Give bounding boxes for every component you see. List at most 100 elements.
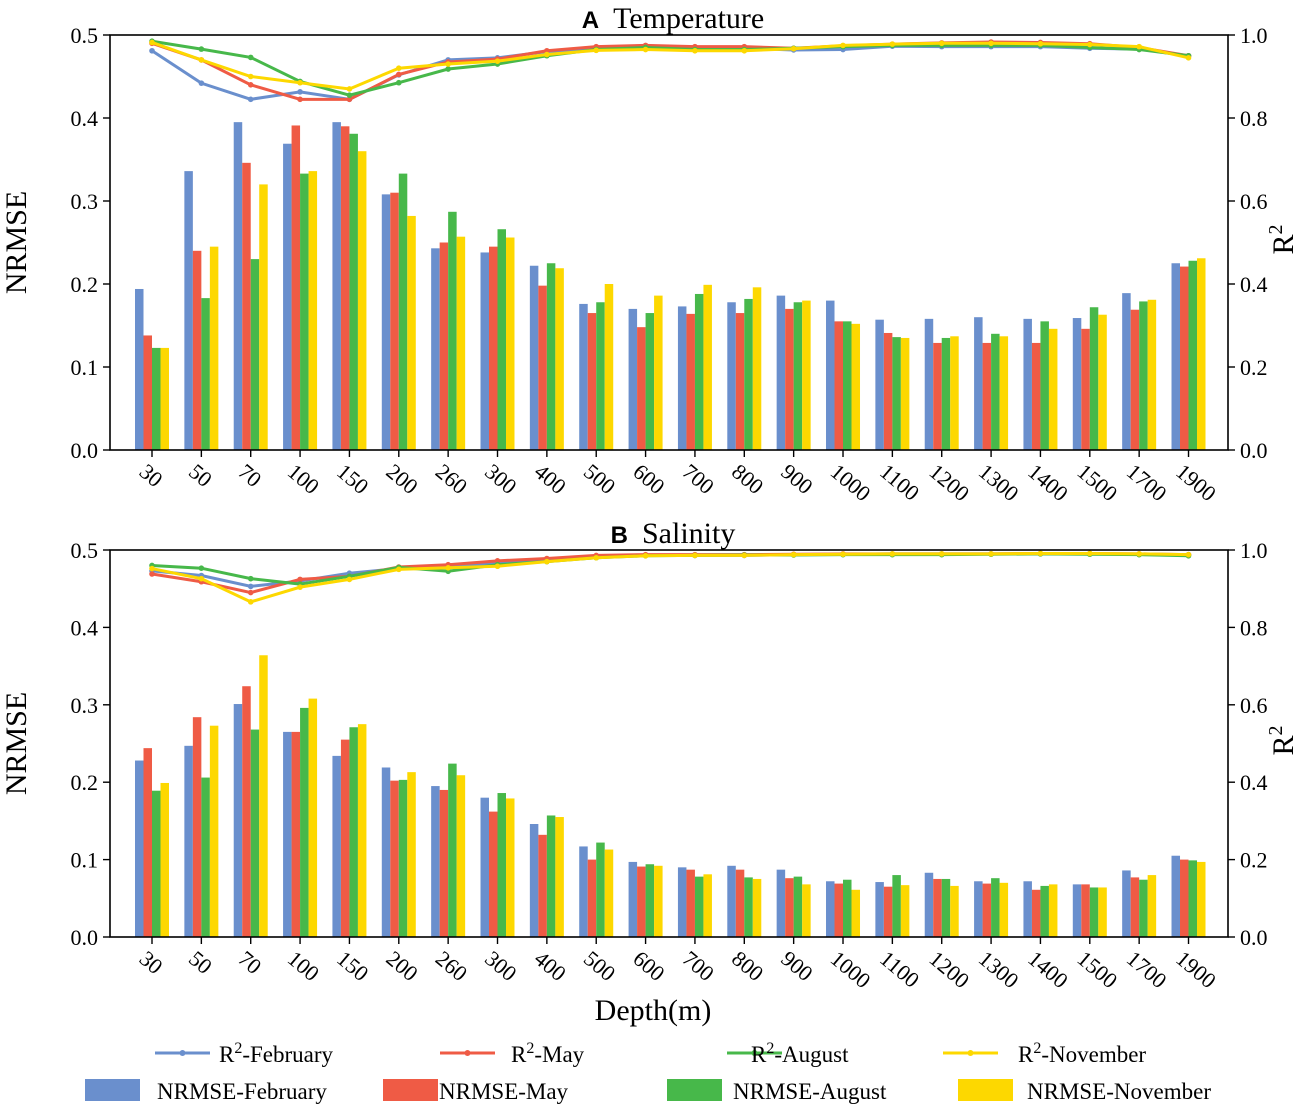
legend-bar-label-august: NRMSE-August: [733, 1079, 887, 1104]
bar-february-600: [628, 308, 638, 450]
point-r2-november-1700: [1136, 551, 1142, 557]
bar-november-200: [407, 215, 416, 450]
bar-may-700: [686, 869, 695, 937]
x-tick-label: 200: [382, 459, 423, 499]
bar-may-700: [686, 313, 695, 450]
y2-tick-label: 1.0: [1240, 23, 1268, 48]
y2-tick-label: 0.0: [1240, 438, 1268, 463]
x-tick-label: 1000: [826, 459, 876, 506]
y2-tick-label: 0.0: [1240, 925, 1268, 950]
bar-february-1100: [875, 319, 884, 450]
bar-november-1300: [999, 336, 1009, 450]
point-r2-november-1200: [938, 551, 945, 557]
bar-november-1000: [851, 323, 861, 450]
bar-may-1000: [834, 321, 844, 450]
legend-bar-label-november: NRMSE-November: [1027, 1079, 1211, 1104]
bar-february-1400: [1023, 881, 1032, 937]
bar-november-600: [654, 865, 663, 937]
x-tick-label: 900: [776, 459, 817, 499]
x-tick-label: 400: [530, 459, 571, 499]
bar-february-1900: [1171, 263, 1181, 450]
bar-august-50: [201, 777, 210, 937]
y2-tick-label: 0.8: [1240, 615, 1268, 640]
point-r2-august-70: [247, 575, 254, 582]
x-tick-label: 1500: [1073, 459, 1123, 506]
bar-may-1200: [933, 342, 942, 450]
bar-may-1100: [883, 332, 893, 450]
x-tick-label: 300: [480, 459, 521, 499]
bar-november-1500: [1098, 887, 1107, 937]
point-r2-may-100: [297, 576, 303, 583]
bar-august-1000: [843, 321, 852, 450]
bar-august-1000: [843, 879, 852, 937]
y-tick-label: 0.2: [71, 272, 99, 297]
bar-february-200: [381, 194, 391, 450]
bar-august-700: [694, 293, 704, 450]
bar-may-1900: [1180, 266, 1189, 450]
point-r2-november-30: [149, 39, 155, 46]
x-tick-label: 150: [332, 459, 373, 499]
bar-november-150: [357, 724, 367, 937]
point-r2-november-1000: [840, 551, 846, 558]
bar-november-900: [802, 884, 811, 937]
bar-february-150: [332, 755, 341, 937]
bar-november-900: [802, 300, 811, 450]
point-r2-november-1500: [1087, 41, 1093, 48]
point-r2-november-1700: [1136, 43, 1142, 50]
bar-may-1400: [1031, 889, 1041, 937]
point-r2-november-30: [149, 565, 155, 572]
bar-november-400: [555, 817, 564, 937]
point-r2-november-50: [198, 57, 205, 63]
x-tick-label: 1400: [1023, 946, 1073, 993]
y-tick-label: 0.5: [71, 538, 99, 563]
bar-august-500: [596, 302, 605, 450]
x-tick-label: 1200: [925, 459, 975, 506]
bar-february-300: [480, 252, 489, 450]
bar-november-200: [407, 772, 416, 937]
x-tick-label: 50: [184, 459, 217, 492]
point-r2-may-300: [494, 558, 501, 564]
bar-february-100: [283, 143, 292, 451]
y-tick-label: 0.0: [71, 438, 99, 463]
bar-august-1700: [1139, 879, 1148, 937]
bar-february-1700: [1122, 293, 1131, 450]
x-tick-label: 1700: [1122, 946, 1172, 993]
bar-february-50: [184, 171, 193, 450]
x-tick-label: 100: [283, 946, 324, 986]
bar-august-30: [152, 347, 161, 450]
bar-may-260: [439, 242, 449, 450]
y2-axis-label-base: R: [1267, 735, 1299, 755]
bar-february-1300: [974, 317, 983, 450]
x-tick-label: 1400: [1023, 459, 1073, 506]
bar-may-1400: [1031, 342, 1041, 450]
bar-february-1500: [1072, 884, 1082, 937]
bar-august-50: [201, 298, 210, 450]
bar-may-70: [242, 686, 251, 937]
point-r2-november-600: [642, 553, 649, 559]
bar-february-260: [431, 248, 440, 450]
point-r2-february-70: [247, 583, 254, 590]
bar-november-1700: [1147, 299, 1157, 450]
line-r2-february: [151, 44, 1189, 101]
point-r2-november-700: [692, 47, 698, 54]
point-r2-november-1400: [1037, 550, 1044, 557]
bar-august-1400: [1040, 321, 1049, 450]
x-tick-label: 300: [480, 946, 521, 986]
bar-february-800: [727, 865, 736, 937]
bar-august-1700: [1139, 301, 1148, 450]
bar-november-1300: [999, 882, 1009, 937]
line-r2-november: [151, 551, 1189, 604]
point-r2-november-200: [395, 566, 402, 573]
point-r2-february-100: [297, 89, 303, 95]
bar-august-100: [300, 707, 309, 937]
bar-february-1300: [974, 881, 983, 937]
bar-may-1900: [1180, 859, 1189, 937]
point-r2-november-150: [346, 576, 353, 583]
bar-february-1100: [875, 882, 884, 937]
x-tick-label: 500: [579, 946, 620, 986]
point-r2-august-260: [445, 66, 451, 72]
bar-may-1300: [982, 342, 992, 450]
bar-august-400: [546, 815, 556, 937]
bar-may-70: [242, 162, 251, 450]
bar-august-1900: [1188, 260, 1198, 450]
